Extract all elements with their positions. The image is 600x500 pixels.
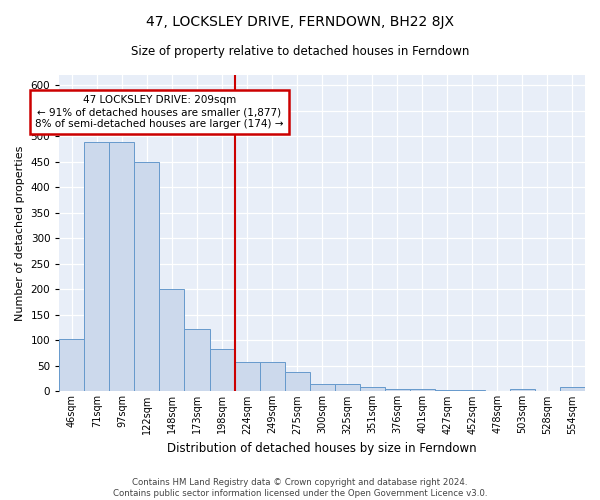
Bar [184,329,209,392]
Bar [560,388,585,392]
Bar [260,362,284,392]
Text: 47 LOCKSLEY DRIVE: 209sqm
← 91% of detached houses are smaller (1,877)
8% of sem: 47 LOCKSLEY DRIVE: 209sqm ← 91% of detac… [35,96,284,128]
Bar [535,391,560,392]
Bar [510,390,535,392]
Bar [410,390,435,392]
Bar [59,339,85,392]
Bar [209,349,235,392]
Bar [360,387,385,392]
Text: Size of property relative to detached houses in Ferndown: Size of property relative to detached ho… [131,45,469,58]
Bar [310,384,335,392]
Bar [284,372,310,392]
X-axis label: Distribution of detached houses by size in Ferndown: Distribution of detached houses by size … [167,442,477,455]
Bar [460,390,485,392]
Bar [109,142,134,392]
Bar [435,390,460,392]
Bar [235,362,260,392]
Bar [160,290,184,392]
Text: 47, LOCKSLEY DRIVE, FERNDOWN, BH22 8JX: 47, LOCKSLEY DRIVE, FERNDOWN, BH22 8JX [146,15,454,29]
Bar [385,390,410,392]
Bar [335,384,360,392]
Y-axis label: Number of detached properties: Number of detached properties [15,146,25,321]
Bar [134,162,160,392]
Bar [85,142,109,392]
Bar [485,391,510,392]
Text: Contains HM Land Registry data © Crown copyright and database right 2024.
Contai: Contains HM Land Registry data © Crown c… [113,478,487,498]
